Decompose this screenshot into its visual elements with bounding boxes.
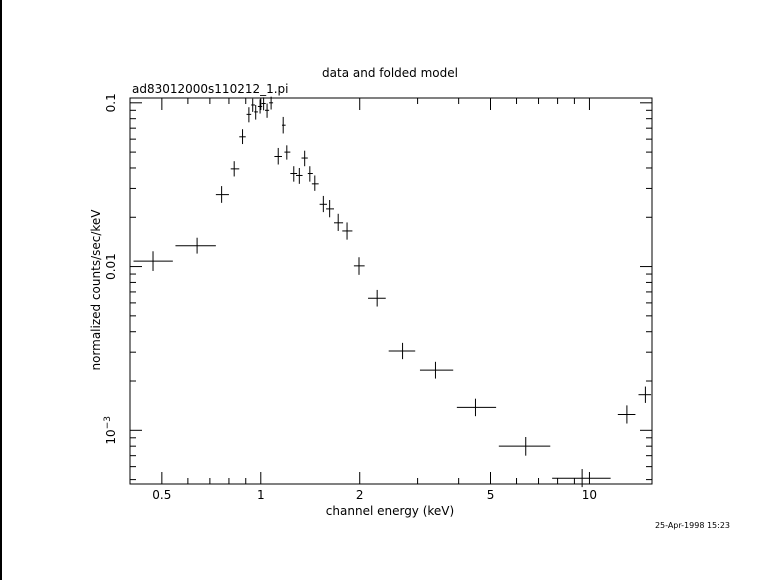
- data-point: [251, 98, 255, 112]
- data-point: [638, 386, 652, 403]
- data-point: [133, 251, 173, 271]
- data-point: [215, 186, 229, 203]
- data-point: [342, 222, 353, 240]
- x-tick-label: 2: [356, 488, 364, 502]
- data-point: [388, 342, 416, 360]
- x-tick-label: 0.5: [152, 488, 171, 502]
- data-point: [368, 289, 386, 307]
- data-point: [307, 166, 313, 182]
- data-point: [257, 99, 263, 114]
- data-point: [265, 103, 270, 118]
- data-point: [254, 104, 258, 120]
- data-point: [284, 145, 291, 160]
- data-point: [246, 107, 252, 123]
- data-point: [281, 116, 286, 134]
- x-tick-label: 10: [582, 488, 597, 502]
- data-point: [419, 361, 454, 379]
- x-axis-label: channel energy (keV): [326, 504, 454, 518]
- x-tick-label: 1: [257, 488, 265, 502]
- data-point: [456, 398, 497, 417]
- chart-title: data and folded model: [322, 66, 458, 80]
- x-tick-label: 5: [487, 488, 495, 502]
- data-point: [296, 167, 303, 184]
- y-tick-label: 0.01: [104, 253, 118, 280]
- data-point: [617, 405, 636, 424]
- data-point: [274, 147, 282, 165]
- y-tick-label: 10−3: [103, 416, 118, 445]
- data-point: [301, 150, 308, 167]
- window-left-border: [0, 0, 2, 580]
- data-point: [353, 257, 365, 275]
- data-point: [239, 129, 246, 145]
- plot-frame: [129, 97, 653, 485]
- data-point: [311, 175, 319, 191]
- axes: 0.5 1 2 5 10 0.1 0.01 10−3: [103, 93, 653, 502]
- data-point: [230, 161, 240, 177]
- data-point: [552, 469, 611, 488]
- chart-subtitle: ad83012000s110212_1.pi: [132, 82, 289, 96]
- data-points: [133, 96, 652, 488]
- timestamp: 25-Apr-1998 15:23: [655, 521, 730, 530]
- data-point: [175, 237, 216, 254]
- data-point: [261, 97, 266, 111]
- data-point: [319, 195, 327, 213]
- y-axis-label: normalized counts/sec/keV: [89, 209, 103, 371]
- data-point: [326, 199, 334, 218]
- data-point: [333, 213, 344, 231]
- y-tick-label: 0.1: [104, 93, 118, 112]
- data-point: [498, 437, 551, 456]
- data-point: [269, 96, 274, 110]
- data-point: [290, 166, 298, 182]
